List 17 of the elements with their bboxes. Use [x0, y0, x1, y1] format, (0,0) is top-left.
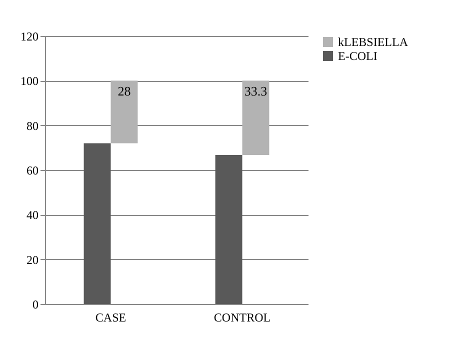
bar [110, 80, 138, 144]
x-tick-label: CONTROL [214, 310, 271, 324]
bar [242, 80, 270, 156]
bar [215, 155, 242, 304]
data-label: 33.3 [244, 84, 268, 99]
y-tick-label: 80 [26, 118, 38, 133]
y-tick-label: 100 [20, 74, 38, 88]
bar [84, 143, 111, 304]
y-tick-label: 40 [26, 208, 38, 222]
legend-label: kLEBSIELLA [338, 35, 408, 49]
y-tick-label: 20 [26, 252, 38, 267]
y-tick-label: 0 [32, 298, 38, 312]
y-tick-label: 60 [26, 164, 38, 178]
y-tick-label: 120 [20, 30, 38, 44]
legend-label: E-COLI [338, 49, 378, 63]
x-tick-label: CASE [95, 310, 126, 324]
data-label: 28 [118, 84, 131, 99]
